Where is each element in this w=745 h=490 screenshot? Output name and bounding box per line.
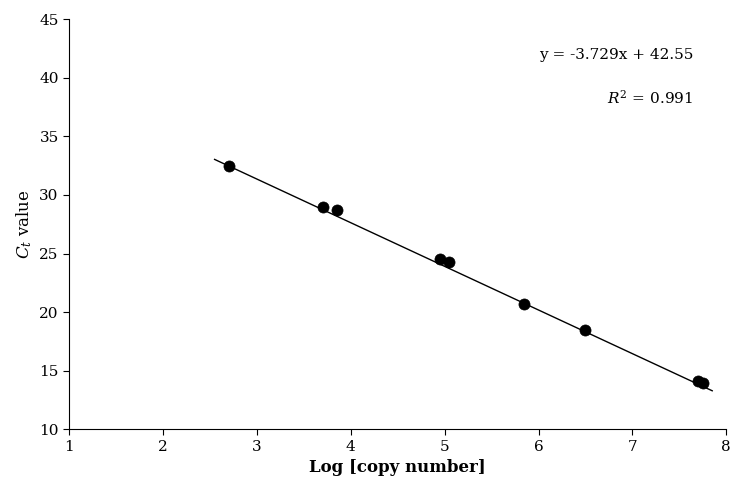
Point — [580, 326, 592, 334]
Point — [519, 300, 530, 308]
Point — [443, 258, 455, 266]
Text: $R^2$ = 0.991: $R^2$ = 0.991 — [607, 89, 694, 107]
Text: y = -3.729x + 42.55: y = -3.729x + 42.55 — [539, 48, 694, 62]
Point — [331, 206, 343, 214]
Point — [317, 203, 329, 211]
Point — [692, 377, 704, 385]
Point — [223, 162, 235, 170]
Y-axis label: $C_t$ value: $C_t$ value — [14, 190, 34, 259]
X-axis label: Log [copy number]: Log [copy number] — [309, 459, 486, 476]
Point — [434, 255, 446, 263]
Point — [697, 380, 708, 388]
